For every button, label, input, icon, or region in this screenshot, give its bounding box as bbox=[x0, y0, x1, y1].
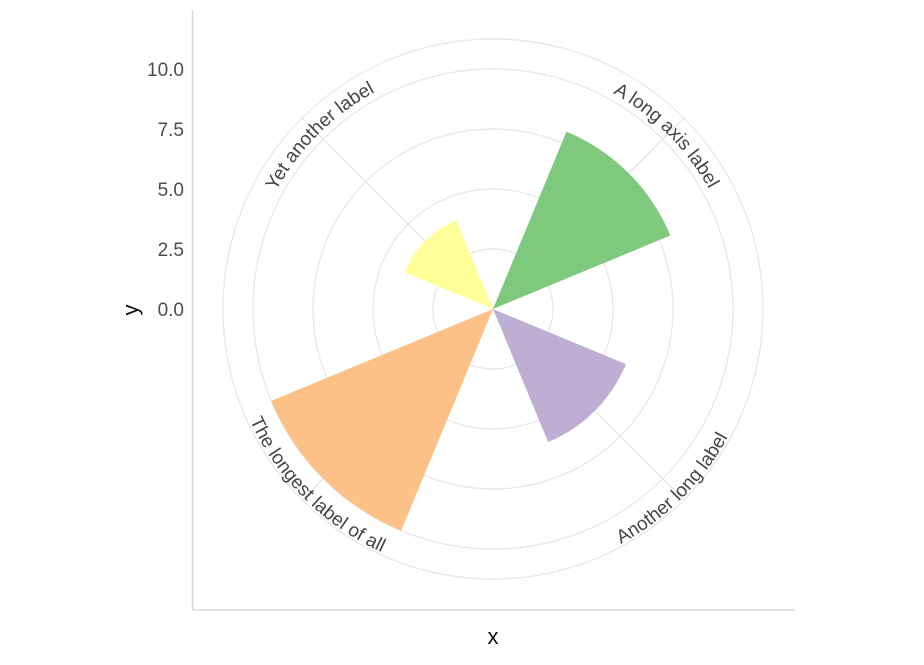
r-tick-label-2.5: 2.5 bbox=[158, 240, 184, 261]
r-tick-label-7.5: 7.5 bbox=[158, 120, 184, 141]
wedge-another-long-label bbox=[493, 309, 627, 443]
wedge-a-long-axis-label bbox=[493, 131, 671, 309]
wedge-the-longest-label-of-all bbox=[271, 309, 493, 531]
x-axis-title: x bbox=[488, 624, 499, 649]
wedge-yet-another-label bbox=[404, 220, 493, 309]
grid-circle-2.5 bbox=[432, 248, 554, 370]
r-tick-label-5.0: 5.0 bbox=[158, 180, 184, 201]
grid-circle-5 bbox=[372, 188, 614, 430]
grid-circle-7.5 bbox=[312, 128, 674, 490]
r-tick-label-10.0: 10.0 bbox=[147, 60, 184, 81]
grid-circle-10 bbox=[252, 68, 734, 550]
outer-panel-circle bbox=[222, 38, 764, 580]
r-tick-label-0.0: 0.0 bbox=[158, 300, 184, 321]
y-axis-title: y bbox=[118, 305, 143, 316]
